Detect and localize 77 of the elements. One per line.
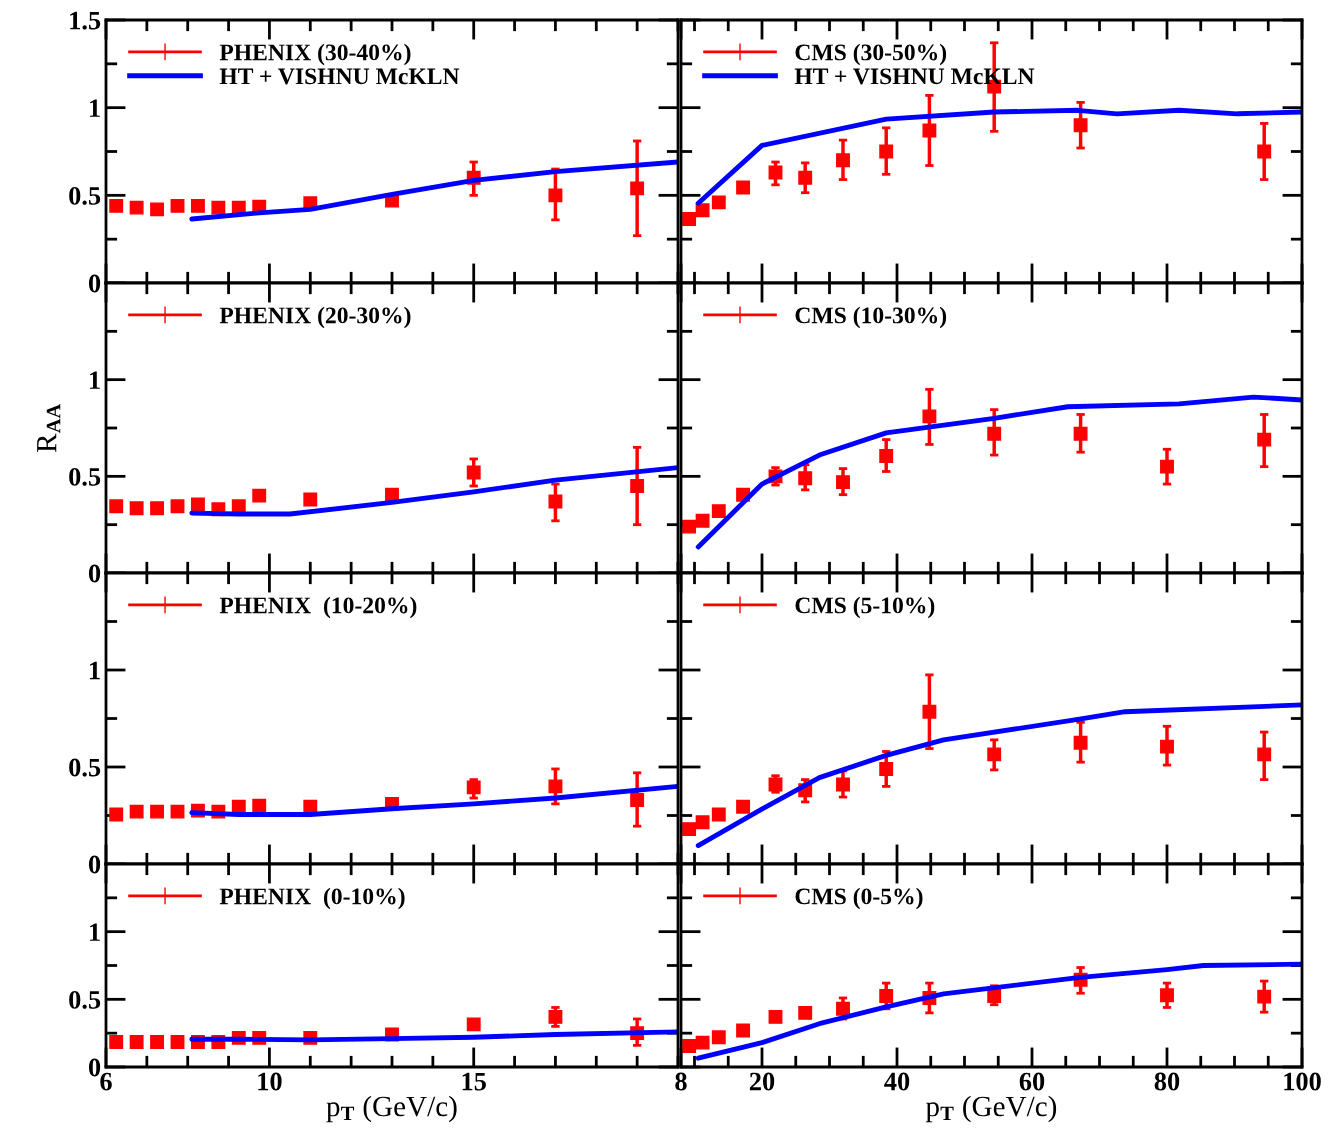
point — [695, 513, 710, 528]
point — [695, 1035, 710, 1050]
x-tick-label: 6 — [100, 1072, 112, 1091]
y-tick-label: 0.5 — [69, 990, 101, 1009]
y-tick-label: 1.5 — [70, 11, 101, 30]
y-tick-label: 0.5 — [69, 467, 101, 486]
x-axis-title: p$_{T}$ (GeV/c) — [925, 1095, 1057, 1123]
point — [190, 497, 205, 512]
point — [252, 798, 267, 813]
point — [150, 1035, 165, 1049]
y-tick-label: 0.5 — [69, 758, 101, 777]
point — [736, 799, 751, 814]
x-tick-label: 100 — [1284, 1072, 1321, 1091]
point — [736, 1023, 751, 1038]
legend-label: CMS (5-10%) — [795, 596, 935, 619]
x-tick-label: 10 — [258, 1072, 282, 1091]
point — [109, 198, 124, 213]
point — [129, 200, 144, 215]
x-tick-label: 40 — [884, 1072, 910, 1091]
point — [252, 488, 267, 503]
line-series — [189, 783, 678, 817]
point — [109, 499, 124, 514]
legend-label: PHENIX (30-40%) — [219, 43, 411, 66]
point — [736, 180, 751, 195]
x-axis-title: p$_{T}$ (GeV/c) — [326, 1095, 457, 1123]
legend-label: PHENIX (10-20%) — [219, 596, 417, 619]
point — [682, 822, 697, 837]
point — [711, 195, 726, 210]
y-tick-label: 0 — [88, 855, 101, 874]
point — [303, 492, 318, 507]
point — [129, 804, 144, 819]
y-tick-label: 0 — [88, 274, 101, 293]
point — [695, 203, 710, 218]
point — [109, 807, 124, 822]
y-tick-label: 1 — [90, 99, 100, 117]
y-tick-label: 0.5 — [69, 186, 101, 205]
point — [466, 1017, 481, 1032]
point — [129, 501, 144, 516]
y-tick-label: 0 — [88, 564, 101, 583]
point — [170, 804, 185, 819]
point — [682, 212, 697, 226]
x-tick-label: 60 — [1019, 1072, 1045, 1091]
x-tick-label: 80 — [1154, 1072, 1180, 1091]
line-series — [189, 465, 678, 517]
point — [150, 202, 165, 217]
point — [682, 1039, 697, 1053]
y-axis-title: R$_{AA}$ — [37, 403, 61, 453]
point — [695, 815, 710, 830]
legend-label: PHENIX (20-30%) — [219, 306, 411, 329]
legend-label: CMS (10-30%) — [795, 306, 947, 329]
point — [129, 1035, 144, 1049]
point — [170, 1035, 185, 1049]
point — [231, 499, 246, 514]
point — [150, 804, 165, 819]
point — [170, 499, 185, 514]
legend-label: HT + VISHNU McKLN — [219, 68, 460, 85]
point — [109, 1035, 124, 1049]
y-tick-label: 1 — [90, 661, 100, 680]
y-tick-label: 0 — [88, 1058, 101, 1077]
point — [768, 1009, 783, 1024]
legend-label: CMS (0-5%) — [795, 887, 923, 910]
point — [211, 200, 226, 215]
point — [150, 501, 165, 516]
legend-label: PHENIX (0-10%) — [219, 887, 405, 910]
x-tick-label: 20 — [749, 1072, 775, 1091]
line-series — [189, 159, 678, 222]
point — [170, 198, 185, 213]
x-tick-label: 15 — [462, 1072, 486, 1091]
point — [711, 504, 726, 519]
legend-label: CMS (30-50%) — [795, 43, 947, 66]
point — [711, 807, 726, 822]
x-tick-label: 8 — [675, 1072, 687, 1091]
point — [711, 1030, 726, 1045]
y-tick-label: 1 — [90, 371, 100, 389]
y-tick-label: 1 — [90, 923, 100, 941]
point — [190, 198, 205, 213]
point — [798, 1005, 813, 1020]
